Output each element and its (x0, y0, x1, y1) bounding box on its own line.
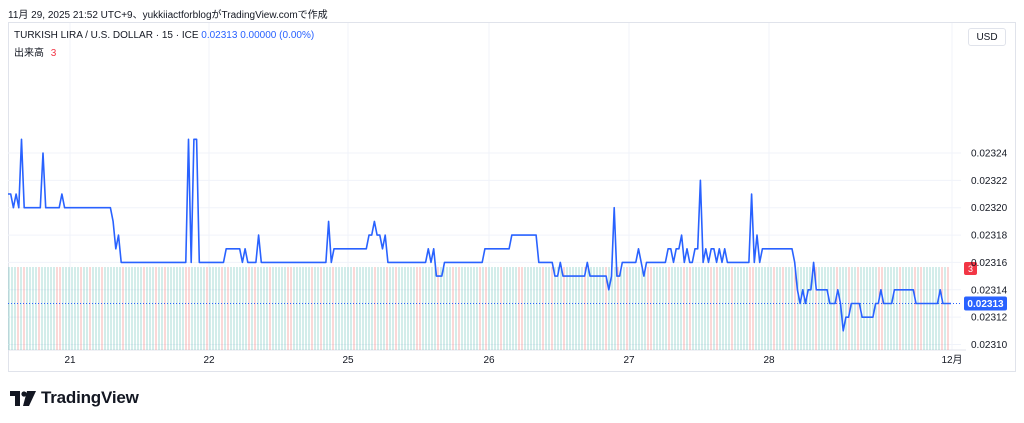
y-tick-label: 0.02314 (971, 285, 1008, 296)
volume-tag (964, 262, 977, 275)
x-axis[interactable]: 21 22 25 26 27 28 12月 (64, 354, 962, 366)
x-tick-label: 21 (64, 355, 76, 366)
y-tick-label: 0.02324 (971, 148, 1008, 159)
volume-bars (8, 267, 949, 350)
x-tick-label: 28 (763, 355, 775, 366)
y-tick-label: 0.02316 (971, 258, 1008, 269)
x-tick-label: 12月 (941, 354, 962, 366)
tradingview-logo[interactable]: TradingView (10, 388, 139, 408)
brand-name: TradingView (41, 388, 139, 407)
currency-button[interactable]: USD (968, 28, 1006, 46)
y-tick-label: 0.02318 (971, 231, 1008, 242)
x-tick-label: 27 (623, 355, 635, 366)
price-line (8, 138, 951, 332)
y-tick-label: 0.02312 (971, 313, 1008, 324)
last-price-tag (964, 296, 1007, 311)
chart-caption: 11月 29, 2025 21:52 UTC+9、yukkiiactforblo… (8, 10, 328, 21)
symbol-title[interactable]: TURKISH LIRA / U.S. DOLLAR · 15 · ICE (14, 30, 199, 41)
legend-price: 0.02313 (201, 30, 238, 41)
symbol-legend[interactable]: TURKISH LIRA / U.S. DOLLAR · 15 · ICE 0.… (14, 30, 314, 41)
volume-tag-label: 3 (968, 264, 973, 274)
last-price-layer: 0.02313 3 (8, 262, 1007, 311)
volume-legend-value: 3 (50, 48, 57, 59)
chart-frame (8, 22, 1016, 372)
x-tick-label: 22 (203, 355, 215, 366)
volume-legend-label: 出来高 (14, 48, 44, 59)
x-tick-label: 26 (483, 355, 495, 366)
y-tick-label: 0.02322 (971, 176, 1008, 187)
price-line-layer (8, 138, 951, 332)
tradingview-logo-icon (10, 390, 36, 406)
y-tick-label: 0.02310 (971, 340, 1008, 351)
volume-legend[interactable]: 出来高 3 (14, 44, 56, 59)
legend-change: 0.00000 (0.00%) (240, 30, 315, 41)
y-tick-label: 0.02320 (971, 203, 1008, 214)
last-price-label: 0.02313 (967, 299, 1004, 310)
x-tick-label: 25 (342, 355, 354, 366)
y-axis[interactable]: 0.02324 0.02322 0.02320 0.02318 0.02316 0.023… (971, 148, 1008, 351)
